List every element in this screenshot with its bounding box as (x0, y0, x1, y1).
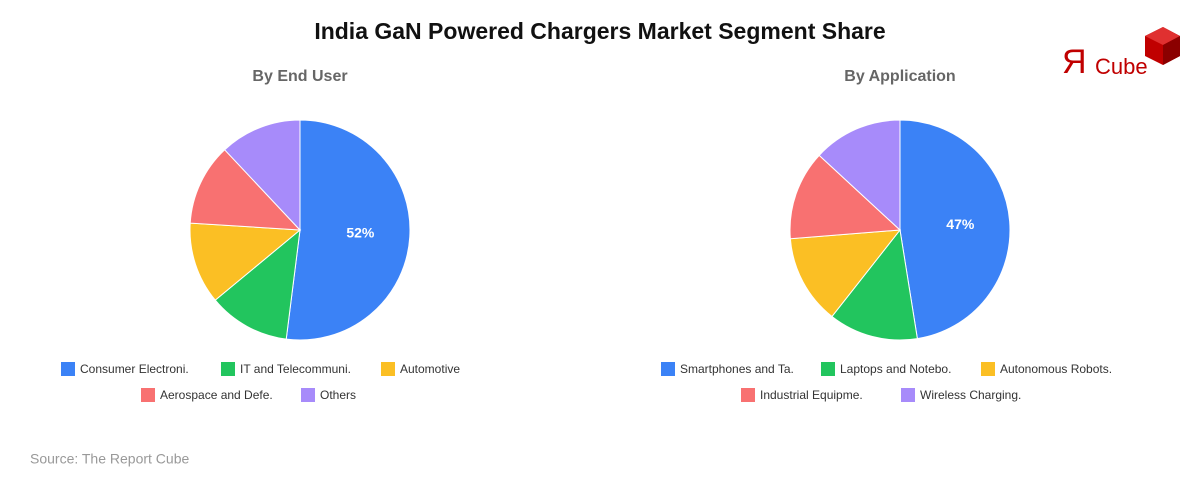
pie-slice (899, 119, 1011, 340)
chart-title: By Application (844, 68, 955, 85)
legend-label: Others (320, 388, 356, 402)
logo-cube-top (1145, 27, 1180, 45)
pie-slice (285, 119, 411, 341)
pie-slice (818, 119, 901, 232)
pie-slice (789, 154, 902, 240)
legend-swatch (221, 362, 235, 376)
legend-swatch (141, 388, 155, 402)
logo-cube-side (1163, 36, 1180, 65)
pie-slice (189, 222, 302, 301)
data-label: 47% (946, 216, 975, 232)
legend-swatch (61, 362, 75, 376)
data-label: 52% (346, 225, 375, 241)
pie-slice (223, 119, 301, 232)
logo-mark: Я (1062, 43, 1087, 81)
legend-swatch (981, 362, 995, 376)
pie-slice (831, 228, 918, 341)
legend-label: Laptops and Notebo. (840, 362, 951, 376)
pie-slice (189, 149, 302, 231)
source: Source: The Report Cube (30, 451, 189, 467)
logo: Я Cube (1062, 27, 1180, 81)
legend-label: Smartphones and Ta. (680, 362, 794, 376)
legend-label: Wireless Charging. (920, 388, 1021, 402)
legend-label: Automotive (400, 362, 460, 376)
legend-swatch (741, 388, 755, 402)
legend-label: Aerospace and Defe. (160, 388, 273, 402)
legend-label: Autonomous Robots. (1000, 362, 1112, 376)
legend-swatch (821, 362, 835, 376)
legend-swatch (301, 388, 315, 402)
logo-text: Cube (1095, 54, 1148, 79)
pie-slice (214, 228, 301, 340)
legend-swatch (661, 362, 675, 376)
legend-swatch (901, 388, 915, 402)
pie-slice (789, 229, 902, 318)
legend-label: IT and Telecommuni. (240, 362, 351, 376)
legend-label: Industrial Equipme. (760, 388, 863, 402)
legend-label: Consumer Electroni. (80, 362, 189, 376)
chart-title: By End User (252, 68, 347, 85)
page-title: India GaN Powered Chargers Market Segmen… (314, 18, 885, 44)
legend-swatch (381, 362, 395, 376)
